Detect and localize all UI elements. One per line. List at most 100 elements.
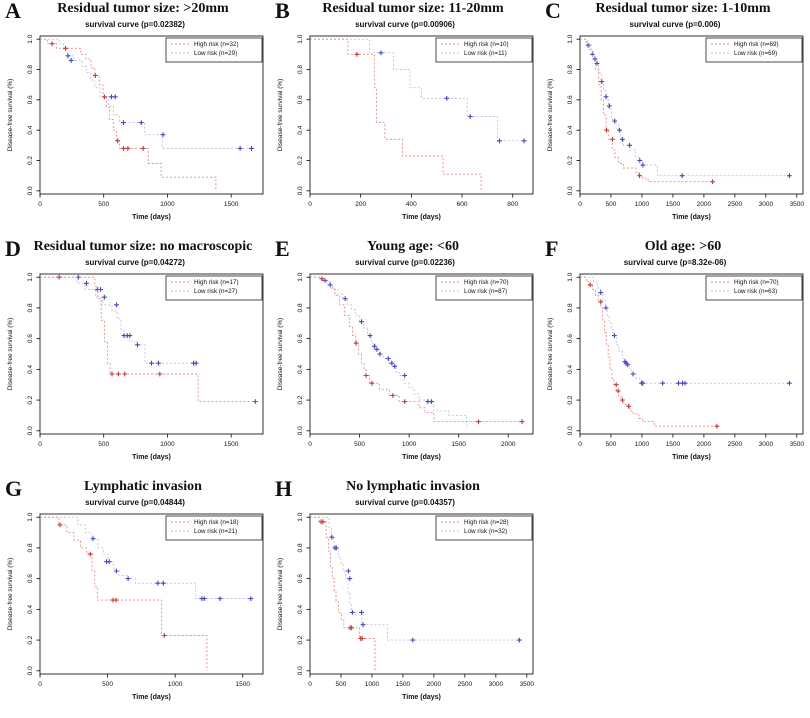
y-tick-label: 0.6 bbox=[297, 334, 304, 343]
low-censor-mark bbox=[372, 343, 377, 349]
high-censor-mark bbox=[125, 146, 131, 151]
panel-subtitle: survival curve (p=0.04357) bbox=[355, 498, 455, 507]
panel-title: Lymphatic invasion bbox=[84, 479, 202, 494]
low-censor-mark bbox=[106, 559, 112, 565]
low-censor-mark bbox=[84, 280, 89, 286]
low-censor-mark bbox=[90, 536, 96, 542]
x-axis-label: Time (days) bbox=[402, 214, 441, 221]
low-risk-curve bbox=[40, 38, 255, 149]
x-tick-label: 1000 bbox=[402, 441, 417, 448]
y-tick-label: 0.0 bbox=[297, 426, 304, 435]
x-tick-label: 800 bbox=[507, 201, 518, 208]
low-censor-mark bbox=[114, 568, 119, 574]
plot-frame bbox=[579, 35, 804, 195]
x-tick-label: 0 bbox=[308, 201, 312, 208]
y-axis-label: Disease-free survival (%) bbox=[277, 79, 284, 152]
x-axis-label: Time (days) bbox=[132, 454, 171, 461]
panel-letter: H bbox=[275, 476, 293, 501]
legend-box bbox=[705, 275, 803, 301]
plot-frame bbox=[39, 35, 264, 195]
low-censor-mark bbox=[127, 333, 133, 338]
y-tick-label: 0.4 bbox=[27, 604, 34, 613]
y-tick-label: 0.4 bbox=[297, 125, 304, 134]
y-tick-label: 1.0 bbox=[27, 34, 34, 43]
high-censor-mark bbox=[122, 371, 128, 377]
legend-box bbox=[165, 275, 263, 301]
panel-title: Residual tumor size: no macroscopic bbox=[33, 239, 253, 254]
low-censor-mark bbox=[521, 138, 527, 144]
y-tick-label: 0.6 bbox=[27, 334, 34, 343]
high-censor-mark bbox=[604, 127, 609, 133]
high-censor-mark bbox=[626, 403, 631, 409]
y-tick-label: 0.4 bbox=[567, 125, 574, 134]
y-tick-label: 0.8 bbox=[297, 65, 304, 74]
low-censor-mark bbox=[346, 568, 351, 574]
y-axis-label: Disease-free survival (%) bbox=[547, 318, 554, 391]
high-censor-mark bbox=[57, 522, 63, 528]
y-tick-label: 1.0 bbox=[297, 272, 304, 281]
high-censor-mark bbox=[637, 173, 642, 179]
x-tick-label: 1000 bbox=[160, 441, 175, 448]
km-panel-g: G Lymphatic invasion survival curve (p=0.0… bbox=[0, 478, 270, 718]
y-tick-label: 0.0 bbox=[567, 186, 574, 195]
x-tick-label: 1500 bbox=[224, 201, 239, 208]
km-panel-e: E Young age: <60 survival curve (p=0.02236… bbox=[270, 238, 540, 478]
y-tick-label: 0.8 bbox=[567, 303, 574, 312]
low-censor-mark bbox=[620, 136, 625, 142]
km-plot: 0 500 1000 1500 0.0 0.2 0.4 0.6 0.8 1.0 Time (days… bbox=[7, 34, 264, 221]
high-censor-mark bbox=[102, 94, 107, 100]
high-censor-mark bbox=[620, 397, 625, 403]
plot-frame bbox=[39, 513, 264, 675]
x-tick-label: 600 bbox=[457, 201, 468, 208]
high-censor-mark bbox=[157, 371, 163, 377]
legend-box bbox=[705, 37, 803, 63]
low-censor-mark bbox=[155, 580, 161, 586]
legend-low-label: Low risk (n=63) bbox=[734, 288, 777, 295]
legend-low-label: Low risk (n=29) bbox=[194, 50, 237, 57]
km-plot: 0 500 1000 1500 2000 2500 3000 3500 0.0 0.2 0.4 0.6… bbox=[277, 512, 535, 701]
high-censor-mark bbox=[359, 636, 365, 641]
x-tick-label: 200 bbox=[355, 201, 366, 208]
x-tick-label: 0 bbox=[38, 201, 42, 208]
low-censor-mark bbox=[612, 333, 617, 338]
y-axis-label: Disease-free survival (%) bbox=[547, 79, 554, 152]
y-tick-label: 0.2 bbox=[297, 635, 304, 644]
high-censor-mark bbox=[253, 399, 258, 404]
high-censor-mark bbox=[87, 551, 93, 557]
panel-subtitle: survival curve (p=0.02236) bbox=[355, 258, 455, 267]
x-tick-label: 0 bbox=[578, 441, 582, 448]
x-tick-label: 1500 bbox=[224, 441, 239, 448]
high-censor-mark bbox=[369, 380, 375, 386]
x-tick-label: 1000 bbox=[168, 681, 183, 688]
km-plot: 0 500 1000 1500 2000 2500 3000 3500 0.0 0.2 0.4 0.6… bbox=[547, 272, 804, 461]
plot-frame bbox=[309, 35, 534, 195]
km-panel-c: C Residual tumor size: 1-10mm survival cur… bbox=[540, 0, 810, 238]
low-censor-mark bbox=[392, 363, 398, 369]
low-censor-mark bbox=[640, 162, 646, 168]
x-axis-label: Time (days) bbox=[672, 454, 711, 461]
low-risk-curve bbox=[40, 516, 252, 600]
high-censor-mark bbox=[93, 73, 98, 78]
low-censor-mark bbox=[612, 118, 618, 124]
x-tick-label: 2000 bbox=[501, 441, 516, 448]
low-censor-mark bbox=[787, 173, 792, 179]
low-censor-mark bbox=[149, 360, 154, 366]
low-censor-mark bbox=[237, 146, 243, 151]
x-tick-label: 400 bbox=[406, 201, 417, 208]
x-tick-label: 1000 bbox=[160, 201, 175, 208]
plot-frame bbox=[39, 273, 264, 435]
y-tick-label: 1.0 bbox=[27, 272, 34, 281]
x-tick-label: 3500 bbox=[520, 681, 535, 688]
low-censor-mark bbox=[102, 294, 107, 300]
legend-low-label: Low risk (n=87) bbox=[464, 288, 507, 295]
legend-high-label: High risk (n=70) bbox=[734, 279, 779, 286]
panel-letter: B bbox=[275, 0, 290, 23]
panel-subtitle: survival curve (p=0.00906) bbox=[355, 20, 455, 29]
x-tick-label: 2000 bbox=[427, 681, 442, 688]
low-censor-mark bbox=[217, 596, 223, 601]
x-tick-label: 500 bbox=[102, 681, 113, 688]
low-censor-mark bbox=[637, 158, 643, 163]
y-tick-label: 0.4 bbox=[297, 604, 304, 613]
y-axis-label: Disease-free survival (%) bbox=[277, 318, 284, 391]
